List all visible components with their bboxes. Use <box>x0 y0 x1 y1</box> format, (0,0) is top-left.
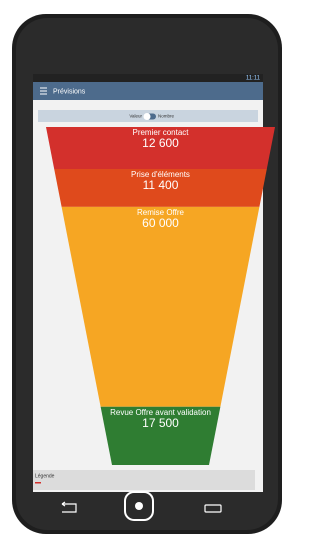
phone-screenshot: 11:11 Prévisions Valeur Nombre Premier c… <box>0 0 289 542</box>
legend-title: Légende <box>35 473 55 479</box>
segment-value: 12 600 <box>142 136 179 150</box>
status-bar <box>33 74 263 82</box>
app-title: Prévisions <box>53 88 86 95</box>
segment-value: 60 000 <box>142 216 179 230</box>
toggle-knob <box>144 113 151 120</box>
page: {"status_bar": {"time": "11:11"}, "app_b… <box>0 0 289 542</box>
legend-bar <box>33 470 255 490</box>
status-time: 11:11 <box>246 76 261 82</box>
toggle-left-label: Valeur <box>129 114 142 119</box>
toggle-right-label: Nombre <box>158 114 175 119</box>
home-dot <box>135 502 143 510</box>
legend-swatch <box>35 482 41 484</box>
segment-value: 11 400 <box>143 178 179 192</box>
segment-value: 17 500 <box>142 416 179 430</box>
